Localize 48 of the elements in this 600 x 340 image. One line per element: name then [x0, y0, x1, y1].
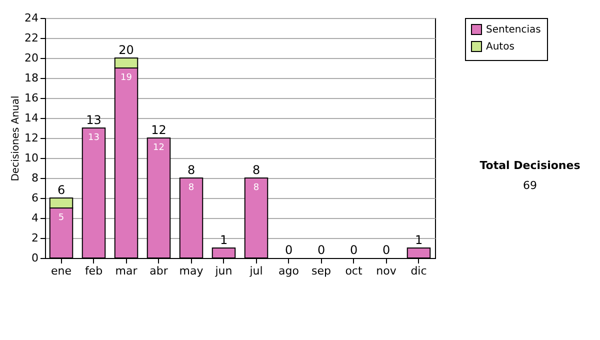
data-label: 8: [188, 183, 194, 193]
y-axis-title: Decisiones Anual: [10, 96, 22, 182]
total-label: 12: [151, 123, 166, 137]
y-tick-label: 14: [24, 112, 38, 124]
y-tick-label: 18: [24, 72, 38, 84]
data-label: 13: [88, 133, 100, 143]
text: 69: [523, 179, 537, 192]
y-tick-label: 24: [24, 12, 38, 24]
data-label: 19: [120, 73, 132, 83]
total-label: 0: [284, 243, 293, 257]
y-tick-label: 8: [32, 172, 38, 184]
x-tick-label: nov: [376, 264, 397, 278]
x-tick-label: may: [179, 264, 204, 278]
total-label: 0: [382, 243, 390, 257]
y-tick-label: 0: [32, 252, 38, 264]
legend-label: Sentencias: [486, 24, 541, 36]
total-label: 6: [57, 183, 66, 197]
x-tick-label: ene: [50, 264, 72, 278]
data-label: 5: [58, 213, 64, 223]
y-tick-label: 16: [24, 92, 38, 104]
y-tick-label: 20: [24, 52, 38, 64]
data-label: 8: [253, 183, 260, 193]
total-label: 0: [317, 243, 326, 257]
total-label: 8: [252, 163, 260, 177]
text: Total Decisiones: [480, 159, 581, 172]
total-label: 20: [118, 43, 134, 57]
total-label: 8: [187, 163, 196, 177]
total-label: 13: [86, 113, 102, 127]
x-tick-label: ago: [278, 264, 300, 278]
y-tick-label: 2: [32, 232, 38, 244]
legend-label: Autos: [486, 42, 514, 52]
y-tick-label: 6: [32, 192, 38, 204]
data-label: 12: [153, 143, 164, 153]
total-label: 1: [220, 233, 228, 247]
y-tick-label: 12: [24, 132, 38, 144]
x-tick-label: feb: [84, 264, 103, 278]
x-tick-label: jun: [214, 264, 232, 278]
total-label: 0: [350, 243, 358, 257]
y-tick-label: 4: [32, 212, 38, 224]
y-tick-label: 22: [24, 32, 38, 44]
x-tick-label: abr: [150, 264, 168, 278]
x-tick-label: mar: [115, 264, 138, 278]
x-tick-label: dic: [410, 264, 427, 278]
x-tick-label: sep: [312, 264, 332, 278]
total-label: 1: [414, 233, 423, 247]
y-tick-label: 10: [24, 152, 38, 164]
x-tick-label: oct: [345, 264, 363, 278]
x-tick-label: jul: [248, 264, 263, 278]
